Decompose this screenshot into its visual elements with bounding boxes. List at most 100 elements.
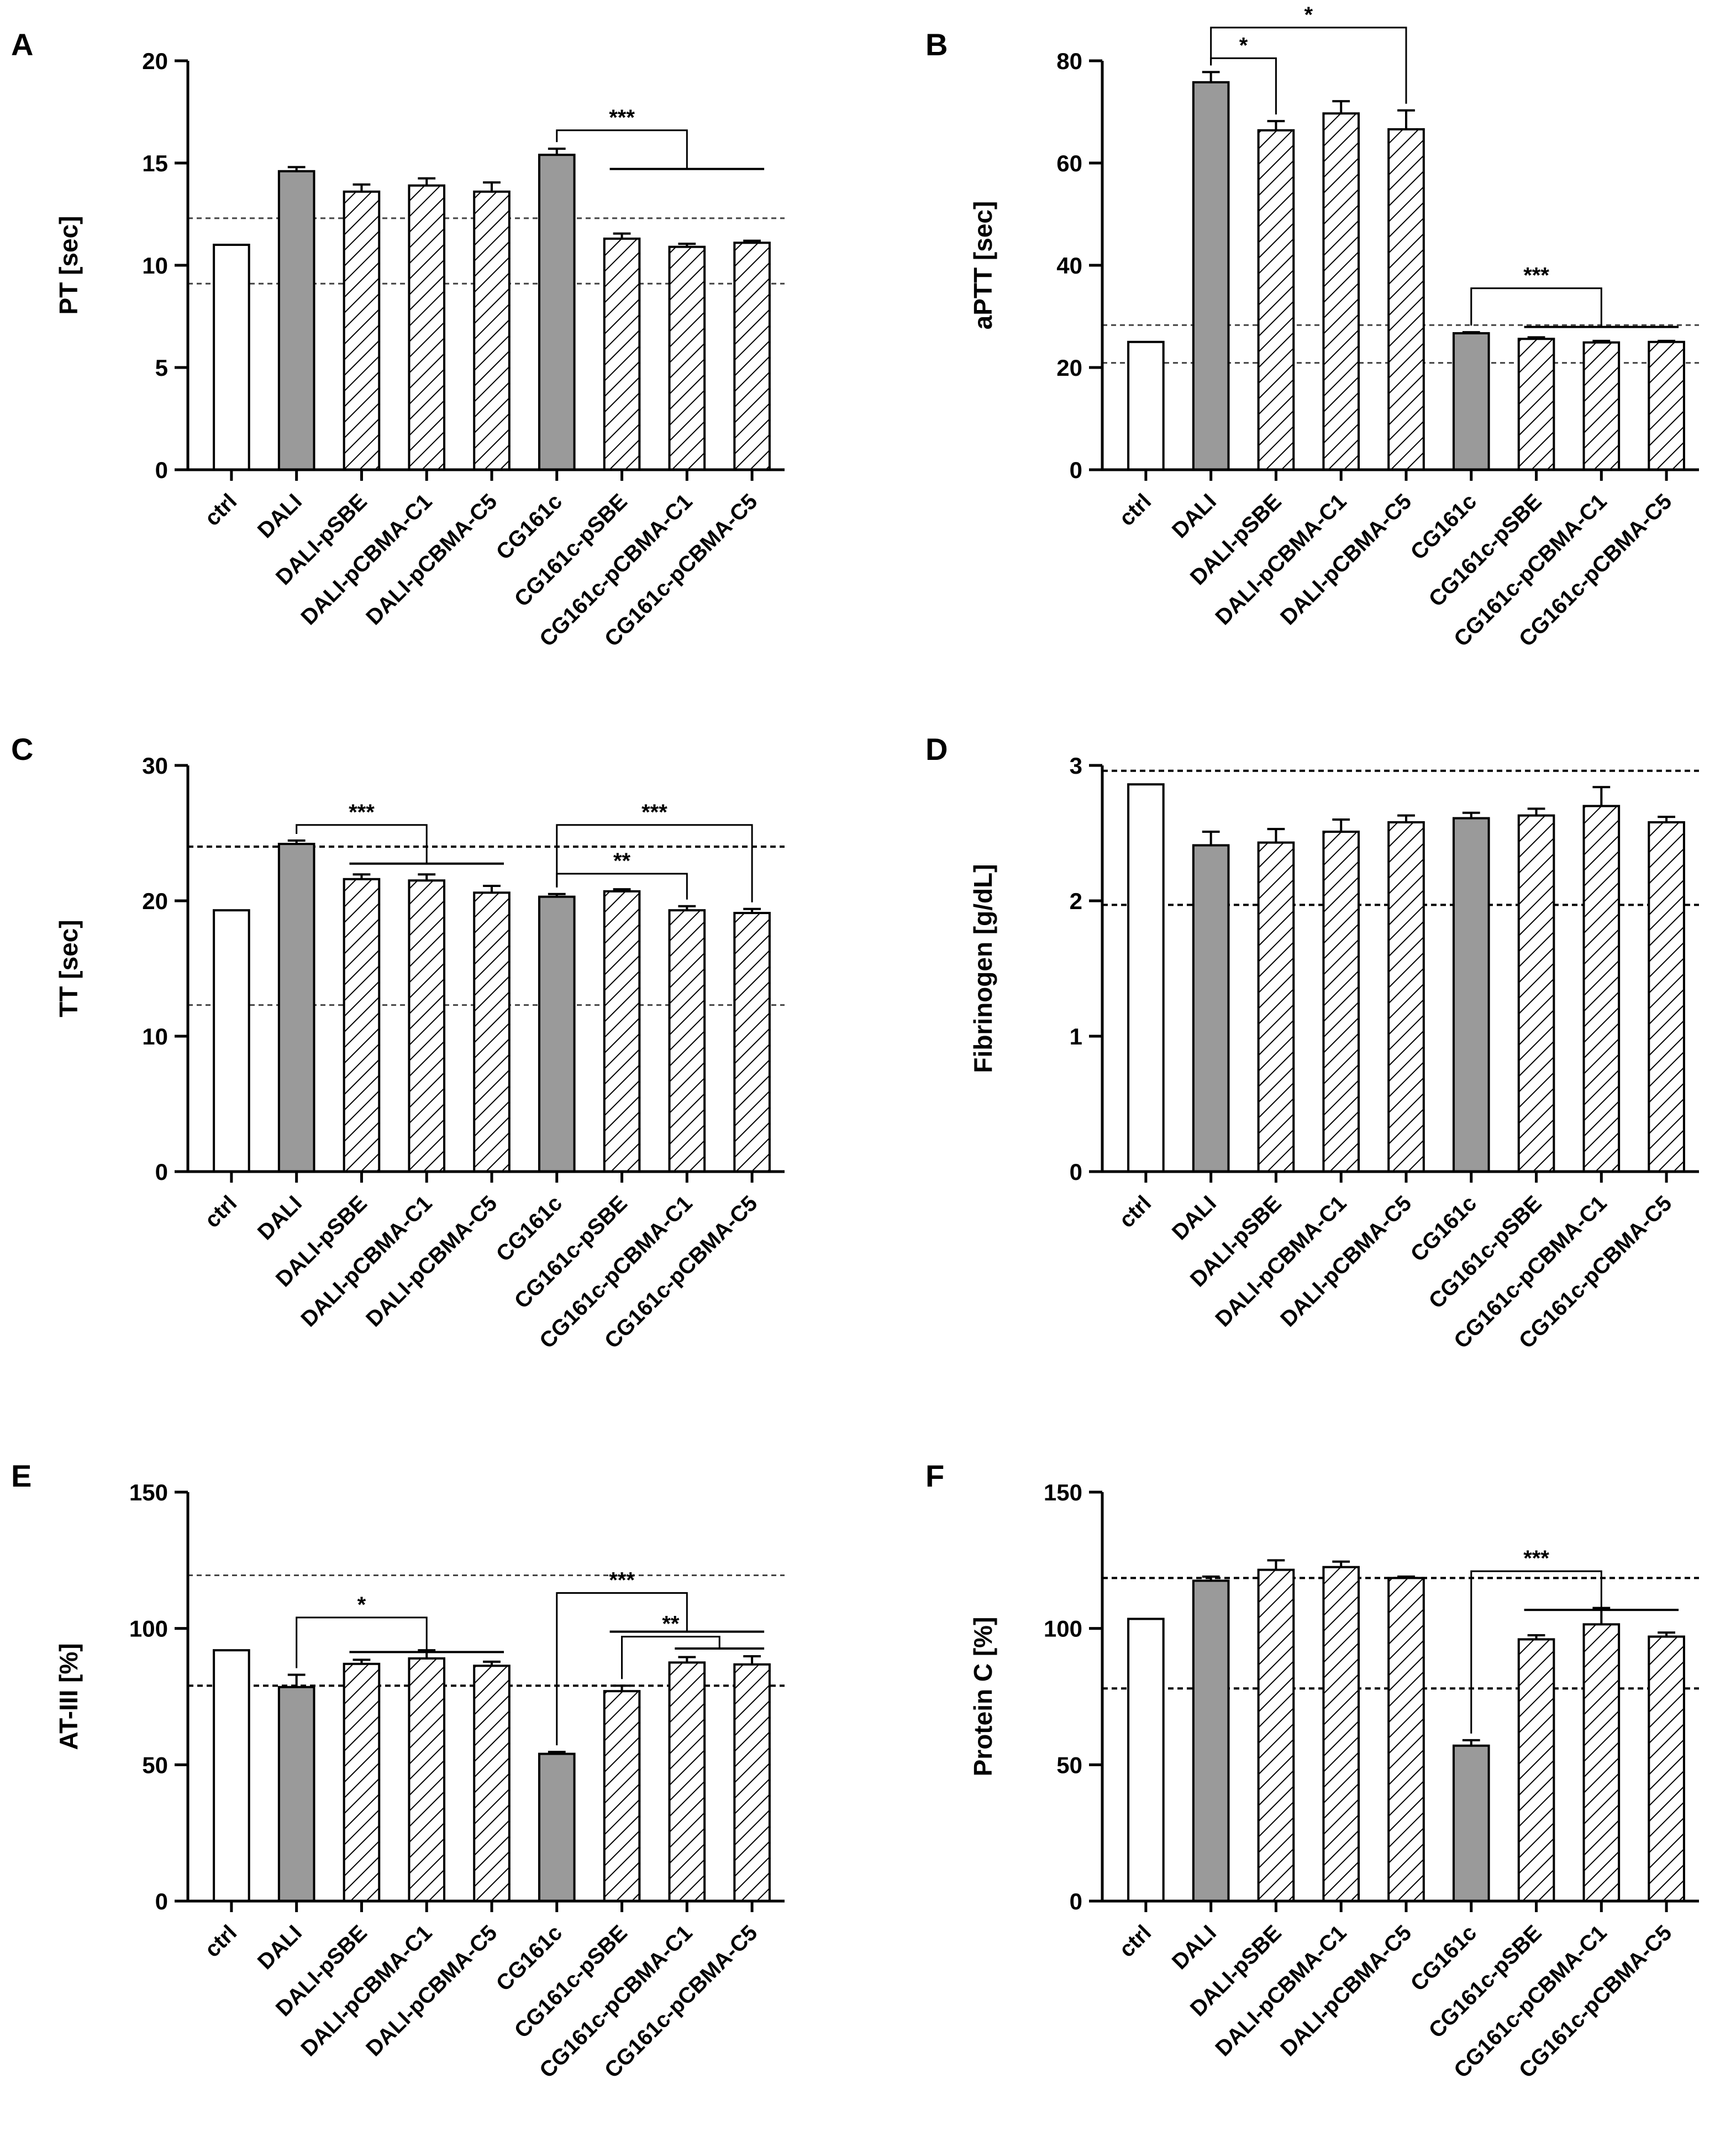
bar-CG161c-pCBMA-C5 [733,242,771,471]
bar-DALI-pSBE [343,1662,381,1903]
bar-CG161c [1452,332,1490,471]
panel-letter: F [925,1458,944,1493]
x-tick-label: DALI [1167,489,1221,543]
y-tick-label: 0 [155,1159,168,1185]
bar-ctrl [1127,340,1165,471]
y-tick-label: 10 [142,1023,168,1049]
bar-CG161c-pCBMA-C5 [1648,821,1685,1173]
significance-bracket [556,1592,688,1746]
y-tick-label: 60 [1056,150,1082,176]
bar-CG161c-pCBMA-C1 [1582,805,1621,1173]
x-tick-label: CG161c-pSBE [510,1920,632,2043]
significance-label: *** [349,800,375,825]
bar-CG161c-pSBE [603,1690,641,1902]
bar-DALI-pCBMA-C1 [408,184,446,471]
y-tick-label: 20 [1056,355,1082,381]
significance-bracket [621,1635,720,1679]
bar-CG161c [538,154,576,471]
bar-CG161c-pSBE [1517,814,1555,1173]
y-tick-label: 20 [142,48,168,74]
x-tick-label: CG161c-pSBE [1424,1191,1546,1313]
y-tick-label: 50 [142,1752,168,1778]
bar-DALI-pCBMA-C5 [1387,128,1425,471]
significance-label: *** [609,1568,635,1593]
y-axis-label: AT-III [%] [54,1643,83,1750]
significance-label: *** [1523,1546,1549,1571]
bar-ctrl [1127,783,1165,1173]
bar-CG161c-pCBMA-C1 [1582,1623,1621,1902]
y-tick-label: 80 [1056,48,1082,74]
bar-ctrl [213,909,250,1173]
y-axis-label: TT [sec] [54,920,83,1017]
y-tick-label: 20 [142,888,168,914]
x-tick-label: DALI [253,1920,307,1974]
significance-label: * [1304,3,1313,27]
bar-DALI-pSBE [343,190,381,471]
bar-CG161c [538,895,576,1173]
bar-DALI-pCBMA-C1 [1322,1566,1360,1903]
y-tick-label: 150 [129,1479,168,1505]
x-tick-label: DALI [1167,1191,1221,1245]
y-tick-label: 0 [155,1888,168,1914]
significance-bracket [1210,27,1407,104]
y-axis-label: aPTT [sec] [969,201,997,330]
bar-CG161c-pCBMA-C1 [668,909,706,1173]
y-tick-label: 15 [142,150,168,176]
x-tick-label: ctrl [1114,1191,1156,1232]
panel-letter: A [11,27,33,62]
bar-CG161c-pCBMA-C5 [1648,1635,1685,1902]
significance-bracket [1470,287,1602,327]
bar-CG161c-pSBE [603,237,641,471]
significance-label: * [357,1593,366,1617]
bar-CG161c-pCBMA-C1 [1582,341,1621,471]
y-tick-label: 5 [155,355,168,381]
y-tick-label: 50 [1056,1752,1082,1778]
x-tick-label: DALI [253,1191,307,1245]
bar-CG161c [1452,817,1490,1173]
y-tick-label: 1 [1070,1023,1082,1049]
significance-label: ** [662,1611,680,1636]
y-tick-label: 100 [1044,1616,1082,1642]
x-tick-label: ctrl [200,489,241,531]
bar-DALI-pCBMA-C1 [408,879,446,1173]
bar-ctrl [1127,1618,1165,1902]
significance-label: ** [613,849,631,873]
x-tick-label: ctrl [200,1920,241,1962]
y-tick-label: 10 [142,253,168,279]
y-axis-label: Protein C [%] [969,1617,997,1777]
x-tick-label: ctrl [1114,1920,1156,1962]
significance-bracket [296,1616,428,1668]
y-tick-label: 2 [1070,888,1082,914]
bar-DALI [1192,1579,1230,1902]
panel-letter: B [925,27,948,62]
bar-CG161c-pCBMA-C1 [668,1661,706,1902]
bar-DALI-pCBMA-C5 [1387,1577,1425,1902]
bar-DALI-pCBMA-C1 [408,1657,446,1903]
significance-label: * [1239,33,1248,57]
y-tick-label: 40 [1056,253,1082,279]
bar-DALI-pSBE [343,878,381,1173]
y-tick-label: 30 [142,753,168,779]
x-tick-label: CG161c-pSBE [1424,1920,1546,2043]
x-tick-label: DALI [1167,1920,1221,1974]
bar-DALI-pCBMA-C5 [473,891,511,1173]
bar-DALI-pSBE [1257,129,1295,471]
bar-CG161c-pSBE [1517,338,1555,471]
x-tick-label: DALI [253,489,307,543]
significance-label: *** [641,800,667,825]
y-tick-label: 150 [1044,1479,1082,1505]
bar-DALI [277,843,315,1173]
y-tick-label: 3 [1070,753,1082,779]
panel-letter: C [11,732,33,767]
bar-ctrl [213,244,250,471]
significance-bracket [556,129,688,169]
bar-DALI-pSBE [1257,1568,1295,1903]
y-tick-label: 0 [1070,457,1082,483]
bar-DALI-pSBE [1257,841,1295,1173]
significance-bracket [1470,1570,1602,1734]
